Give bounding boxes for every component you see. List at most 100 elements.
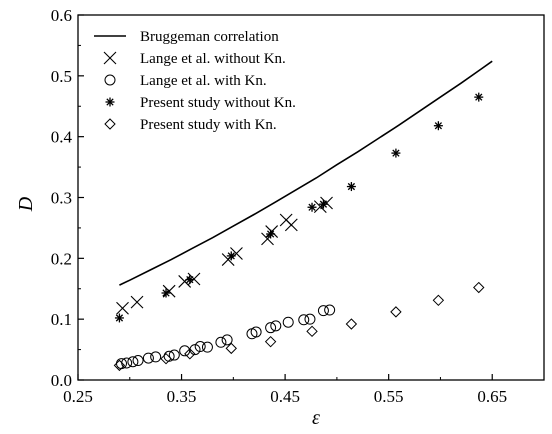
y-tick-label: 0.3	[51, 189, 72, 208]
marker-stroke	[162, 289, 170, 297]
legend-swatch	[105, 97, 115, 107]
marker-stroke	[186, 275, 194, 284]
plot-frame	[77, 14, 545, 381]
y-tick-label: 0.6	[51, 6, 72, 25]
data-point	[265, 322, 277, 334]
marker-stroke	[434, 122, 443, 130]
data-point	[194, 341, 206, 353]
marker-stroke	[320, 196, 333, 210]
data-point	[266, 229, 276, 239]
legend: Bruggeman correlation Lange et al. withou…	[94, 29, 296, 133]
data-point	[250, 326, 262, 338]
y-tick-label: 0.2	[51, 249, 72, 268]
data-point	[317, 305, 329, 317]
marker-stroke	[227, 252, 235, 260]
data-point	[390, 306, 402, 318]
legend-swatch	[104, 118, 116, 130]
axes	[77, 14, 545, 381]
data-point	[161, 288, 171, 298]
marker-stroke	[319, 200, 328, 208]
data-point	[433, 121, 443, 131]
data-point	[226, 251, 236, 261]
data-point	[318, 199, 328, 209]
data-point	[345, 318, 358, 330]
legend-label: Bruggeman correlation	[140, 29, 279, 45]
data-point	[270, 320, 282, 332]
marker-stroke	[347, 182, 356, 191]
x-axis-title: ε	[312, 407, 320, 429]
data-point	[178, 275, 192, 288]
marker-stroke	[266, 230, 275, 238]
legend-swatch	[104, 74, 116, 86]
data-point	[160, 353, 172, 365]
marker-stroke	[475, 93, 483, 101]
marker-stroke	[130, 295, 144, 309]
data-point	[473, 281, 485, 294]
data-point	[127, 356, 139, 368]
legend-label: Lange et al. without Kn.	[140, 51, 286, 67]
y-axis-title: D	[15, 196, 37, 212]
data-point	[150, 351, 162, 363]
marker-stroke	[284, 218, 298, 232]
data-point	[221, 334, 233, 346]
data-point	[142, 352, 154, 364]
marker-stroke	[392, 149, 400, 157]
series-3	[114, 92, 484, 323]
x-tick-label: 0.45	[270, 387, 300, 406]
data-point	[432, 294, 445, 307]
data-point	[130, 295, 144, 309]
ticks: 0.25 0.35 0.45 0.55 0.65 0.0 0.1 0.2 0.3 0.4 0.5 0.…	[51, 6, 507, 406]
x-tick-label: 0.25	[63, 387, 93, 406]
data-point	[113, 359, 126, 372]
data-point	[306, 325, 318, 338]
x-tick-label: 0.55	[374, 387, 404, 406]
y-tick-label: 0.1	[51, 310, 72, 329]
data-point	[132, 355, 144, 367]
data-point	[474, 92, 484, 102]
data-point	[320, 196, 333, 210]
data-point	[324, 304, 336, 316]
data-point	[298, 314, 310, 326]
y-tick-label: 0.5	[51, 67, 72, 86]
series-1	[116, 196, 333, 315]
data-point	[265, 225, 279, 238]
x-tick-label: 0.65	[477, 387, 507, 406]
marker-stroke	[308, 203, 316, 211]
series-4	[113, 281, 485, 372]
data-point	[225, 342, 237, 355]
marker-stroke	[162, 284, 176, 298]
data-point	[346, 182, 356, 192]
data-point	[162, 284, 176, 298]
legend-label: Present study with Kn.	[140, 117, 277, 133]
data-point	[264, 335, 277, 348]
data-point	[304, 313, 316, 325]
marker-stroke	[178, 275, 192, 288]
marker-stroke	[106, 98, 114, 106]
data-point	[284, 218, 298, 232]
legend-label: Present study without Kn.	[140, 95, 296, 111]
plot-area	[113, 60, 493, 372]
marker-stroke	[116, 301, 129, 315]
data-point	[391, 148, 401, 158]
data-point	[307, 202, 317, 212]
data-point	[282, 316, 294, 328]
series-line	[119, 60, 493, 286]
data-point	[184, 348, 196, 360]
marker-stroke	[103, 51, 117, 65]
marker-stroke	[265, 225, 279, 238]
y-tick-label: 0.0	[51, 371, 72, 390]
data-point	[168, 349, 180, 361]
y-tick-label: 0.4	[51, 128, 73, 147]
series-2	[115, 304, 336, 370]
marker-stroke	[115, 314, 124, 322]
data-point	[201, 341, 213, 353]
series-0	[119, 60, 493, 286]
data-point	[215, 336, 227, 348]
data-point	[185, 275, 195, 285]
x-tick-label: 0.35	[167, 387, 197, 406]
data-point	[116, 301, 129, 315]
legend-label: Lange et al. with Kn.	[140, 73, 267, 89]
legend-swatch	[103, 51, 117, 65]
data-point	[114, 313, 124, 323]
